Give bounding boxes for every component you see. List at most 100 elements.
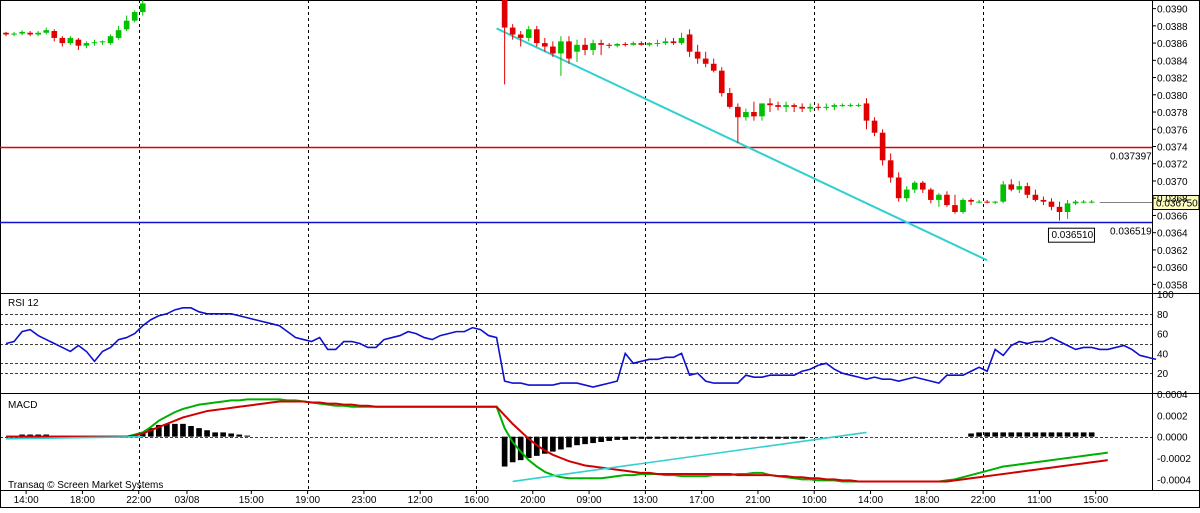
time-tick-label: 15:00 [239, 495, 264, 506]
macd-histogram-bar [228, 433, 235, 437]
candle-body [662, 41, 669, 44]
candle-body [831, 105, 838, 107]
time-tick-label: 18:00 [914, 495, 939, 506]
candle-body [686, 34, 693, 52]
macd-trendline [512, 431, 867, 483]
candle-body [694, 51, 701, 59]
price-tick-label: 0.0372 [1157, 160, 1188, 171]
macd-histogram-bar [598, 436, 604, 442]
macd-histogram-bar [767, 436, 773, 439]
macd-histogram-bar [638, 436, 645, 439]
price-tick-label: 0.0368 [1157, 194, 1188, 205]
candle-body [598, 43, 604, 45]
candle-body [550, 46, 556, 54]
candle-body [726, 93, 733, 107]
macd-histogram-bar [1064, 432, 1071, 437]
time-tick-label: 22:00 [971, 495, 996, 506]
time-tick-label: 17:00 [689, 495, 714, 506]
candle-body [1040, 199, 1047, 202]
macd-histogram-bar [775, 436, 781, 439]
macd-title: MACD [8, 400, 37, 411]
candle-body [1032, 194, 1039, 200]
macd-histogram-bar [751, 436, 757, 439]
candle-body [1064, 203, 1071, 212]
time-tick-label: 18:00 [70, 495, 95, 506]
candle-body [968, 199, 974, 202]
candle-body [638, 43, 645, 45]
candle-body [107, 36, 114, 44]
macd-histogram-bar [1008, 432, 1015, 437]
candle-body [783, 105, 789, 107]
macd-histogram-bar [1080, 432, 1087, 437]
candle-body [863, 103, 870, 121]
candle-body [139, 3, 146, 13]
macd-histogram-bar [783, 436, 789, 439]
candle-body [574, 44, 580, 52]
candle-body [879, 132, 886, 161]
candle-body [646, 43, 653, 45]
macd-histogram-bar [1032, 432, 1039, 437]
candle-body [75, 39, 82, 46]
low-marker-label: 0.036510 [1051, 230, 1093, 241]
candle-body [775, 105, 781, 107]
candle-body [654, 43, 661, 45]
price-tick-label: 0.0376 [1157, 125, 1188, 136]
macd-histogram-bar [791, 436, 797, 439]
macd-histogram-bar [1000, 432, 1007, 437]
candle-body [501, 0, 508, 28]
macd-histogram-bar [542, 436, 548, 454]
macd-histogram-bar [172, 423, 178, 437]
candle-body [525, 29, 532, 38]
candle-body [759, 103, 765, 117]
macd-histogram-bar [43, 434, 50, 437]
time-tick-label: 15:00 [1083, 495, 1108, 506]
candle-body [887, 160, 894, 178]
candle-body [1088, 201, 1095, 203]
candle-body [751, 112, 757, 117]
macd-histogram-bar [1048, 432, 1055, 437]
macd-histogram-bar [582, 436, 588, 445]
macd-histogram-bar [735, 436, 741, 439]
price-trendline [496, 27, 988, 262]
level-label: 0.036519 [1110, 227, 1152, 238]
macd-histogram-bar [164, 423, 170, 437]
candle-body [115, 30, 122, 38]
candle-body [1048, 201, 1055, 207]
macd-trendline [6, 435, 143, 440]
rsi-panel: RSI 12 [0, 298, 1157, 388]
rsi-tick-label: 60 [1157, 330, 1169, 341]
footer-credit: Transaq © Screen Market Systems [8, 480, 164, 491]
macd-histogram-bar [726, 436, 733, 439]
macd-histogram-bar [188, 426, 194, 437]
candle-body [622, 43, 629, 45]
candle-body [582, 44, 588, 50]
candle-body [839, 105, 846, 107]
price-tick-label: 0.0370 [1157, 177, 1188, 188]
macd-histogram-bar [968, 433, 974, 437]
macd-histogram-bar [686, 436, 693, 439]
price-tick-label: 0.0358 [1157, 280, 1188, 291]
candle-body [992, 201, 998, 203]
macd-histogram-bar [710, 436, 717, 439]
candle-body [952, 205, 958, 212]
time-tick-label: 03/08 [174, 495, 199, 506]
time-tick-label: 11:00 [1027, 495, 1052, 506]
candle-body [911, 182, 918, 190]
candle-body [3, 32, 9, 35]
time-tick-label: 10:00 [802, 495, 827, 506]
macd-histogram-bar [799, 436, 805, 439]
macd-histogram-bar [525, 436, 532, 458]
macd-histogram-bar [622, 436, 629, 440]
candle-body [1072, 201, 1079, 204]
candle-body [710, 63, 717, 71]
candle-body [614, 43, 621, 46]
candle-body [799, 106, 805, 109]
macd-histogram-bar [35, 434, 42, 437]
time-tick-label: 19:00 [295, 495, 320, 506]
time-tick-label: 14:00 [14, 495, 39, 506]
macd-tick-label: 0.0004 [1157, 390, 1188, 401]
candle-body [27, 32, 33, 35]
macd-histogram-bar [509, 436, 516, 463]
macd-histogram-bar [759, 436, 765, 439]
